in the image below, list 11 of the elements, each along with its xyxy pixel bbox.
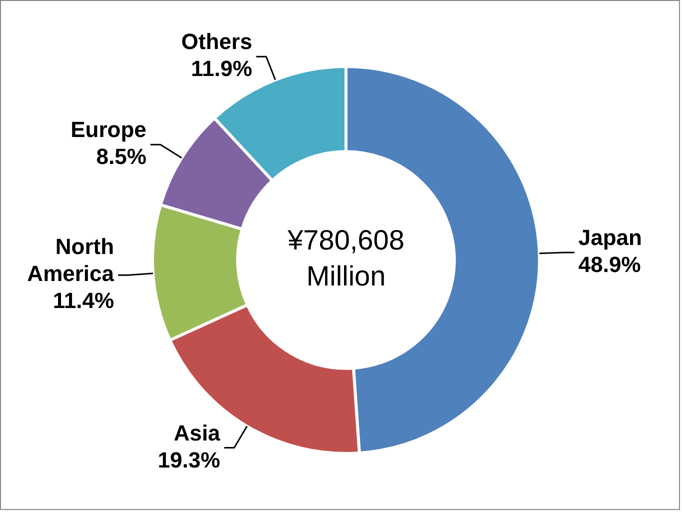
slice-label: Asia: [174, 420, 221, 446]
data-label: 11.9%: [191, 56, 252, 82]
slice-label: Others: [181, 29, 252, 54]
data-label: 11.4%: [52, 288, 114, 314]
data-label: 19.3%: [158, 447, 220, 472]
slice-label: North America: [27, 234, 115, 286]
slice-label: Europe: [70, 117, 146, 142]
data-label: 8.5%: [96, 144, 146, 170]
data-label: 48.9%: [578, 252, 641, 278]
text: ¥780,608 Million: [286, 224, 404, 292]
slice-label: Japan: [578, 225, 642, 250]
